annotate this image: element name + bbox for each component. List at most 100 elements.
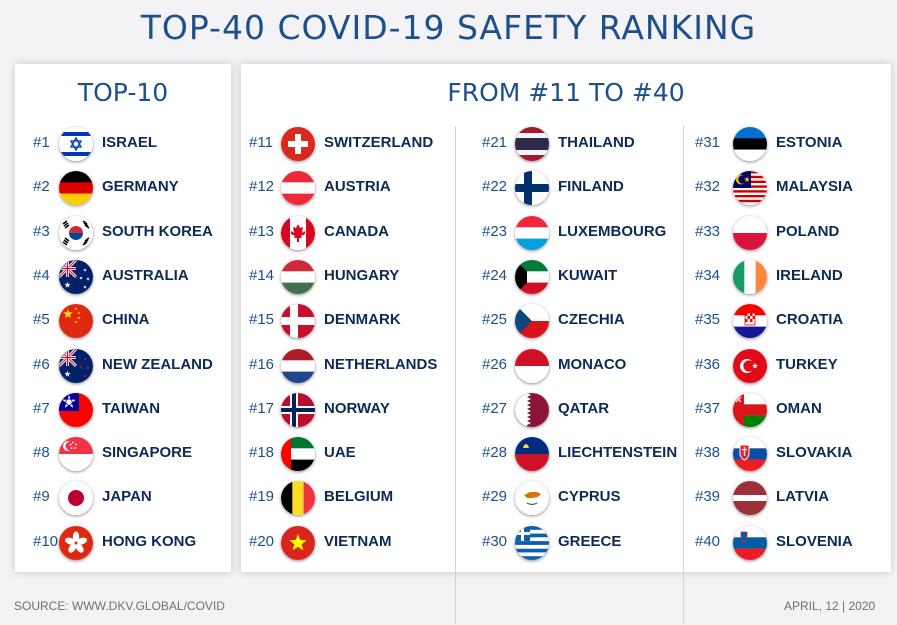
rank-number: #19 [249,488,275,506]
rank-number: #11 [249,134,273,151]
country-name: POLAND [776,222,840,240]
switzerland-flag-icon [281,127,315,161]
country-name: SWITZERLAND [324,134,434,151]
germany-flag-icon [59,171,93,206]
rank-number: #35 [695,311,721,329]
country-name: LATVIA [776,488,830,506]
country-name: UAE [324,444,356,462]
belgium-flag-icon [281,481,315,516]
country-name: KUWAIT [558,266,618,284]
country-name: BELGIUM [324,488,394,506]
rank-number: #26 [482,355,508,373]
rank-number: #39 [695,488,721,506]
netherlands-flag-icon [281,348,315,383]
country-name: SLOVENIA [776,532,853,550]
country-name: ISRAEL [102,134,158,151]
australia-flag-icon [59,259,93,294]
turkey-flag-icon [733,348,767,383]
rank-number: #27 [482,399,508,417]
rank-number: #31 [695,134,721,151]
rank-number: #20 [249,532,275,550]
rank-number: #8 [33,444,50,462]
country-name: AUSTRIA [324,178,391,196]
new-zealand-flag-icon [59,348,93,383]
rank-number: #37 [695,399,721,417]
singapore-flag-icon [59,437,93,472]
rank-number: #18 [249,444,275,462]
country-name: FINLAND [558,178,624,196]
country-name: HONG KONG [102,532,197,550]
thailand-flag-icon [515,127,549,161]
rank-number: #33 [695,222,721,240]
czechia-flag-icon [515,304,549,339]
country-name: IRELAND [776,266,843,284]
rank-11-40-heading: FROM #11 TO #40 [447,78,685,107]
country-name: ESTONIA [776,134,843,151]
greece-flag-icon [515,525,549,560]
ireland-flag-icon [733,259,767,294]
rank-number: #40 [695,532,721,550]
country-name: LUXEMBOURG [558,222,667,240]
rank-number: #38 [695,444,721,462]
rank-number: #6 [33,355,50,373]
finland-flag-icon [515,171,549,206]
rank-number: #5 [33,311,50,329]
country-name: QATAR [558,399,610,417]
hungary-flag-icon [281,259,315,294]
south-korea-flag-icon [59,215,93,250]
top-10-panel: TOP-10 [15,64,231,572]
source-note: SOURCE: WWW.DKV.GLOBAL/COVID [14,599,225,613]
rank-number: #13 [249,222,275,240]
rank-number: #10 [33,532,59,550]
rank-11-40-panel: FROM #11 TO #40 [241,64,891,624]
taiwan-flag-icon [59,392,93,427]
qatar-flag-icon [515,392,549,427]
canada-flag-icon [281,215,315,250]
cyprus-flag-icon [515,481,549,516]
malaysia-flag-icon [733,171,767,206]
country-name: CYPRUS [558,488,621,506]
monaco-flag-icon [515,348,549,383]
japan-flag-icon [59,481,93,516]
country-name: CROATIA [776,311,844,329]
rank-number: #24 [482,266,508,284]
country-name: SINGAPORE [102,444,193,462]
country-name: CANADA [324,222,389,240]
rank-number: #22 [482,178,508,196]
rank-number: #29 [482,488,508,506]
luxembourg-flag-icon [515,215,549,250]
oman-flag-icon [733,392,767,427]
rank-number: #30 [482,532,508,550]
norway-flag-icon [281,392,315,427]
kuwait-flag-icon [515,259,549,294]
country-name: VIETNAM [324,532,392,550]
liechtenstein-flag-icon [515,437,549,472]
slovenia-flag-icon [733,525,767,560]
country-name: MALAYSIA [776,178,853,196]
country-name: NEW ZEALAND [102,355,213,373]
denmark-flag-icon [281,304,315,339]
country-name: GERMANY [102,178,179,196]
poland-flag-icon [733,215,767,250]
country-name: THAILAND [558,134,635,151]
rank-number: #1 [33,134,50,151]
rank-number: #21 [482,134,508,151]
country-name: CZECHIA [558,311,625,329]
column-divider [455,126,456,624]
rank-number: #3 [33,222,50,240]
country-name: OMAN [776,399,822,417]
rank-number: #2 [33,178,50,196]
country-name: SLOVAKIA [776,444,853,462]
croatia-flag-icon [733,304,767,339]
rank-number: #25 [482,311,508,329]
rank-number: #14 [249,266,275,284]
country-name: AUSTRALIA [102,266,189,284]
country-name: JAPAN [102,488,152,506]
hong-kong-flag-icon [59,525,93,560]
country-name: GREECE [558,532,622,550]
column-divider [683,126,684,624]
slovakia-flag-icon [733,437,767,472]
vietnam-flag-icon [281,525,315,560]
rank-number: #34 [695,266,721,284]
date-note: APRIL, 12 | 2020 [784,599,876,613]
